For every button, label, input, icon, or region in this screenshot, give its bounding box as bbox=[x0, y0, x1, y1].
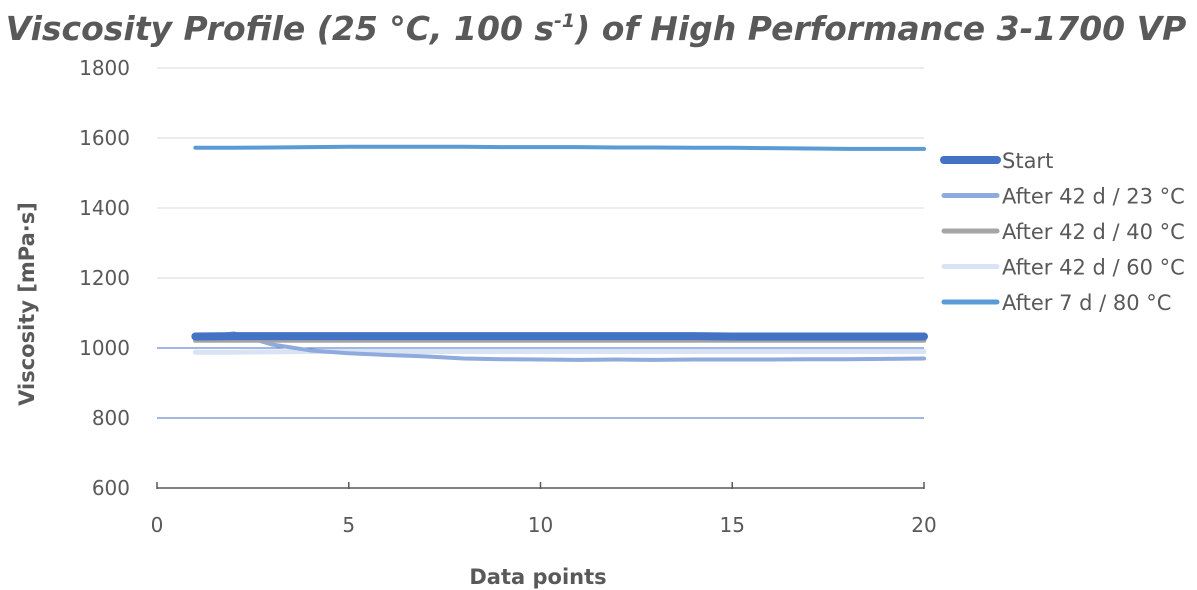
x-axis-title: Data points bbox=[469, 565, 606, 589]
y-tick-label-800: 800 bbox=[92, 406, 130, 430]
x-tick-label-5: 5 bbox=[342, 513, 355, 537]
y-tick-label-1800: 1800 bbox=[79, 56, 130, 80]
x-tick-label-10: 10 bbox=[528, 513, 553, 537]
y-tick-label-1000: 1000 bbox=[79, 336, 130, 360]
legend-label-2: After 42 d / 40 °C bbox=[1002, 220, 1185, 244]
series-lines bbox=[191, 144, 928, 362]
chart-title-main: Viscosity Profile (25 °C, 100 s bbox=[6, 9, 554, 48]
y-tick-label-1600: 1600 bbox=[79, 126, 130, 150]
legend-label-0: Start bbox=[1002, 149, 1053, 173]
legend: Start After 42 d / 23 °C After 42 d / 40 °… bbox=[940, 149, 1185, 315]
chart-title-superscript: -1 bbox=[554, 10, 575, 32]
y-axis-tick-labels: 600 800 1000 1200 1400 1600 1800 bbox=[79, 56, 130, 500]
legend-label-4: After 7 d / 80 °C bbox=[1002, 291, 1171, 315]
chart-title: Viscosity Profile (25 °C, 100 s-1) of Hi… bbox=[6, 9, 1187, 48]
y-tick-label-600: 600 bbox=[92, 476, 130, 500]
legend-label-3: After 42 d / 60 °C bbox=[1002, 256, 1185, 280]
y-tick-label-1400: 1400 bbox=[79, 196, 130, 220]
chart-title-suffix: ) of High Performance 3-1700 VP bbox=[574, 9, 1186, 48]
x-tick-label-15: 15 bbox=[720, 513, 745, 537]
y-axis-title: Viscosity [mPa·s] bbox=[15, 202, 39, 406]
series-line-1 bbox=[193, 331, 926, 362]
legend-label-1: After 42 d / 23 °C bbox=[1002, 185, 1185, 209]
y-tick-label-1200: 1200 bbox=[79, 266, 130, 290]
gridlines bbox=[157, 67, 924, 419]
x-tick-label-0: 0 bbox=[151, 513, 164, 537]
series-line-3 bbox=[192, 349, 927, 355]
series-line-4 bbox=[193, 144, 926, 151]
x-axis: 0 5 10 15 20 bbox=[151, 482, 937, 537]
x-tick-label-20: 20 bbox=[911, 513, 936, 537]
